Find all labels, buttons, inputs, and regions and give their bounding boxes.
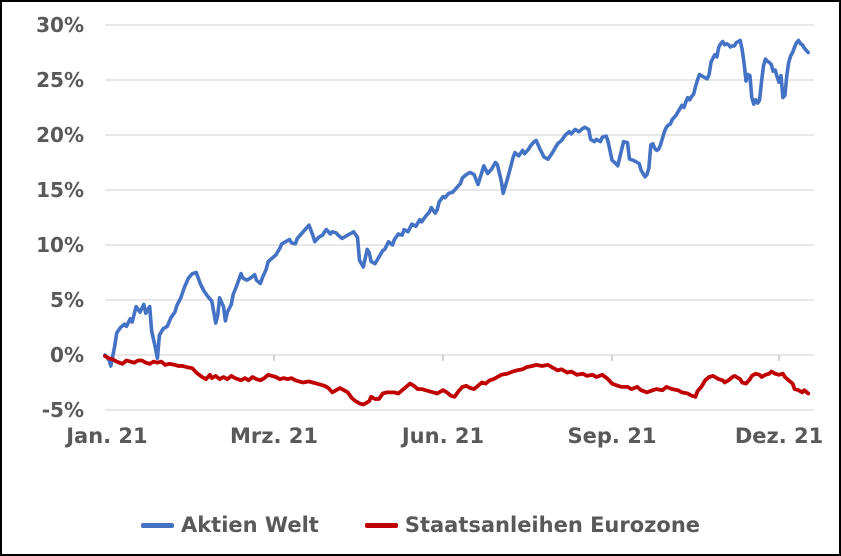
x-axis-label: Dez. 21 [735, 424, 823, 448]
y-axis-label: 15% [36, 178, 84, 202]
staatsanleihen-eurozone-line-swatch [364, 522, 398, 528]
x-axis-label: Sep. 21 [568, 424, 657, 448]
x-axis-label: Mrz. 21 [230, 424, 318, 448]
legend-label-aktien-welt: Aktien Welt [180, 513, 319, 537]
y-axis-label: 0% [50, 343, 84, 367]
series-line-staatsanleihen-eurozone [103, 354, 811, 407]
legend-item-aktien-welt: Aktien Welt [140, 513, 319, 537]
y-axis-label: 20% [36, 123, 84, 147]
y-axis-label: 5% [50, 288, 84, 312]
aktien-welt-line-swatch [140, 522, 174, 528]
legend: Aktien Welt Staatsanleihen Eurozone [2, 502, 839, 548]
x-axis-label: Jun. 21 [400, 424, 484, 448]
y-axis-label: 10% [36, 233, 84, 257]
y-axis-label: -5% [42, 398, 84, 422]
legend-label-staatsanleihen-eurozone: Staatsanleihen Eurozone [404, 513, 701, 537]
y-axis-label: 30% [36, 13, 84, 37]
y-axis-label: 25% [36, 68, 84, 92]
x-axis-label: Jan. 21 [64, 424, 147, 448]
legend-item-staatsanleihen-eurozone: Staatsanleihen Eurozone [364, 513, 701, 537]
series-line-aktien-welt [103, 38, 811, 368]
